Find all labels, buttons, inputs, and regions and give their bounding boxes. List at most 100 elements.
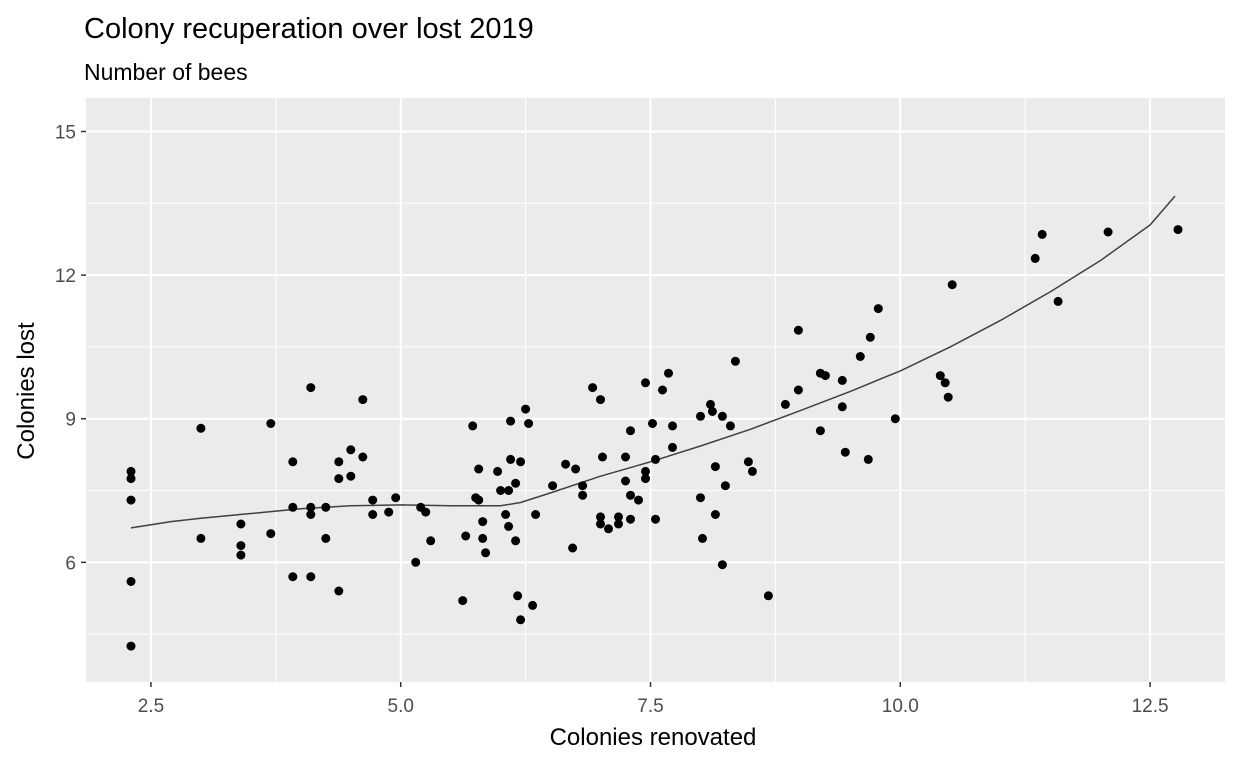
data-point: [588, 383, 598, 393]
data-point: [621, 476, 630, 486]
data-point: [306, 383, 316, 393]
data-point: [626, 514, 635, 524]
y-axis: 6 9 12 15: [55, 123, 86, 574]
data-point: [334, 586, 344, 596]
y-tick-label: 9: [65, 410, 76, 431]
data-point: [725, 421, 735, 431]
data-point: [598, 452, 607, 462]
major-grid: [86, 98, 1225, 682]
data-point: [521, 404, 531, 414]
data-point: [321, 533, 331, 543]
data-point: [501, 510, 511, 519]
data-point: [346, 445, 356, 455]
x-tick-label: 10.0: [882, 696, 919, 717]
data-point: [513, 591, 523, 601]
data-point: [743, 457, 753, 467]
data-point: [651, 454, 660, 464]
data-point: [720, 481, 730, 491]
data-point: [421, 507, 431, 517]
data-point: [288, 572, 298, 582]
data-point: [793, 385, 803, 395]
data-point: [873, 304, 883, 314]
data-point: [568, 543, 578, 553]
data-point: [626, 490, 635, 500]
data-point: [717, 560, 727, 570]
data-point: [266, 529, 276, 539]
data-point: [391, 493, 401, 503]
data-point: [578, 490, 588, 500]
data-point: [511, 478, 521, 488]
data-point: [511, 536, 521, 546]
data-point: [478, 533, 488, 543]
data-point: [496, 486, 506, 495]
data-point: [126, 474, 136, 484]
data-point: [664, 368, 673, 378]
data-point: [196, 533, 206, 543]
data-point: [747, 466, 757, 476]
data-point: [1037, 229, 1047, 239]
data-point: [288, 502, 298, 512]
y-tick-label: 15: [55, 123, 76, 144]
data-point: [524, 419, 534, 428]
data-point: [506, 454, 516, 464]
data-point: [504, 521, 514, 531]
x-tick-label: 5.0: [388, 696, 414, 717]
data-point: [698, 533, 707, 543]
data-point: [793, 325, 803, 335]
data-point: [651, 514, 660, 524]
data-point: [837, 375, 847, 385]
data-point: [890, 414, 900, 424]
data-point: [763, 591, 773, 601]
data-point: [648, 419, 657, 428]
data-point: [1103, 227, 1113, 237]
data-point: [306, 510, 316, 519]
data-point: [596, 395, 605, 405]
minor-grid: [86, 98, 1225, 682]
data-point: [126, 466, 136, 476]
data-point: [730, 356, 740, 366]
data-point: [820, 371, 830, 381]
data-point: [306, 572, 316, 582]
data-point: [461, 531, 471, 541]
data-point: [1173, 225, 1183, 235]
data-point: [596, 512, 605, 522]
data-point: [506, 416, 516, 426]
data-point: [658, 385, 667, 395]
data-point: [863, 454, 873, 464]
chart-subtitle: Number of bees: [84, 59, 248, 85]
data-point: [837, 402, 847, 412]
data-point: [614, 512, 623, 522]
data-point: [426, 536, 436, 546]
data-point: [504, 486, 514, 495]
data-point: [710, 510, 720, 519]
data-point: [478, 517, 488, 527]
data-point: [855, 352, 865, 361]
data-point: [468, 421, 478, 431]
data-point: [707, 407, 717, 416]
data-point: [668, 421, 677, 431]
data-point: [236, 519, 246, 529]
data-point: [604, 524, 613, 534]
data-point: [288, 457, 298, 467]
x-axis-label: Colonies renovated: [550, 724, 757, 751]
x-tick-label: 12.5: [1132, 696, 1169, 717]
data-point: [710, 462, 720, 472]
data-points: [126, 225, 1183, 651]
y-axis-label: Colonies lost: [13, 322, 40, 460]
data-point: [578, 481, 588, 491]
data-point: [780, 399, 790, 409]
data-point: [126, 495, 136, 505]
data-point: [236, 541, 246, 551]
data-point: [266, 419, 276, 428]
data-point: [474, 464, 484, 474]
data-point: [696, 411, 705, 421]
data-point: [384, 507, 394, 517]
data-point: [458, 596, 468, 606]
data-point: [531, 510, 541, 519]
data-point: [614, 519, 623, 529]
data-point: [321, 502, 331, 512]
data-point: [368, 495, 378, 505]
data-point: [368, 510, 378, 519]
data-point: [516, 457, 526, 467]
